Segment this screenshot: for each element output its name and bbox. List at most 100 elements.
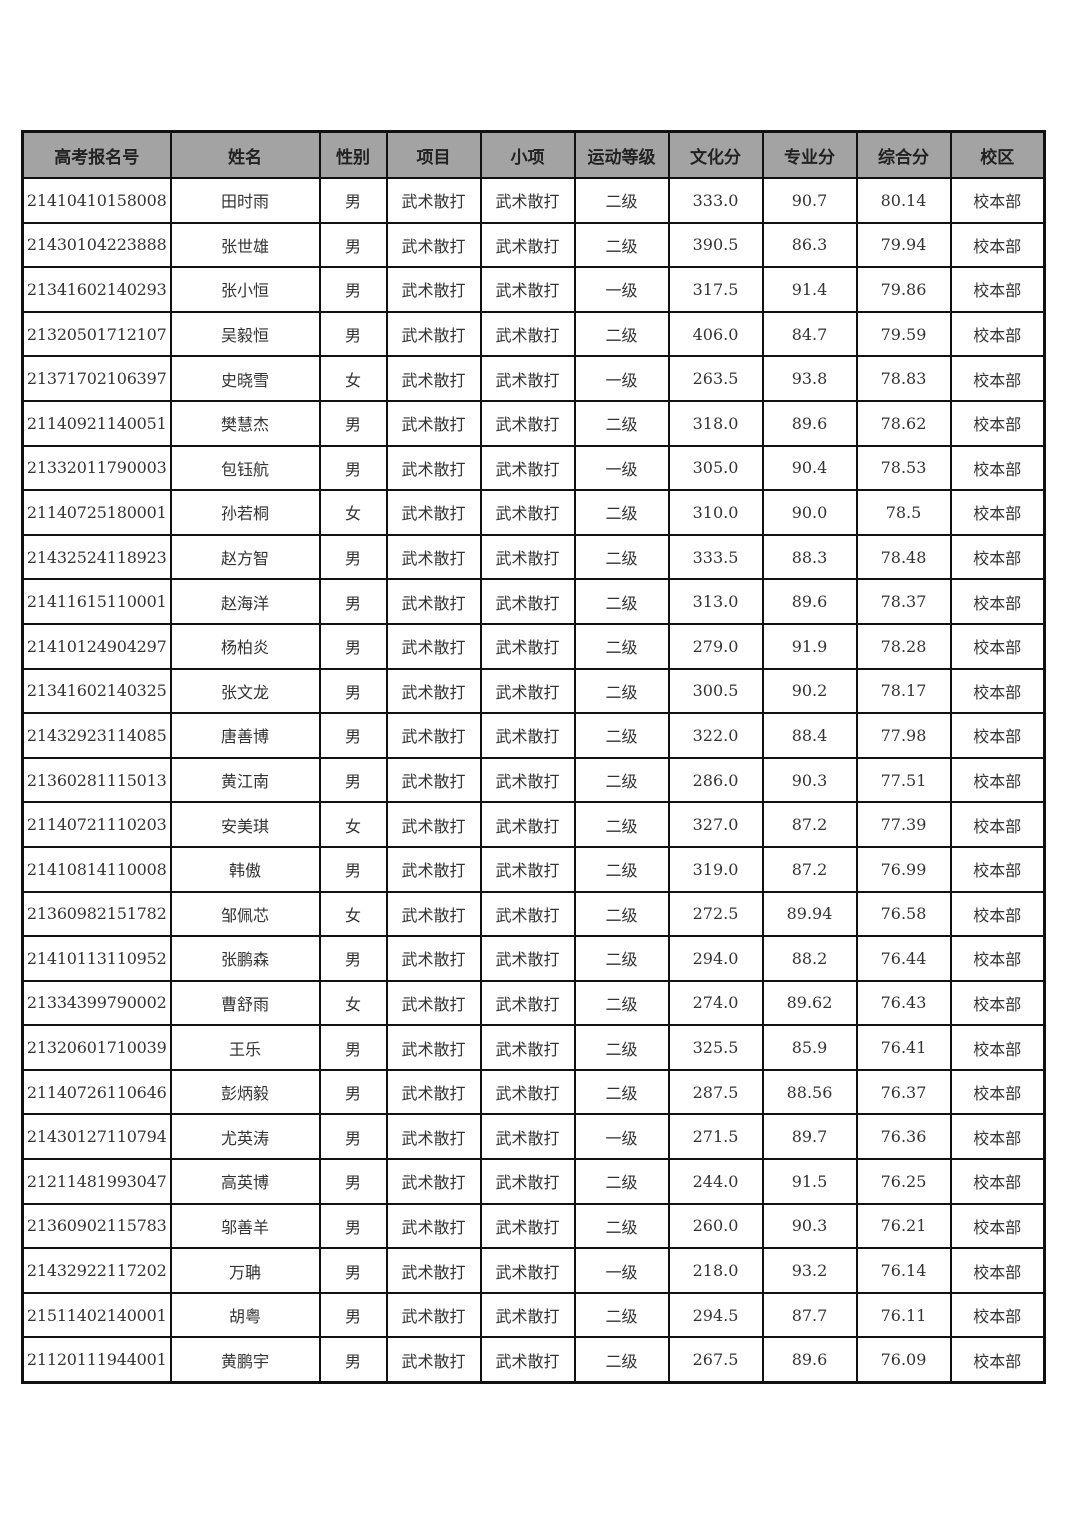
- cell-sub-event: 武术散打: [479, 1291, 576, 1339]
- cell-name: 赵方智: [169, 533, 321, 581]
- cell-skill-score: 93.8: [761, 355, 858, 402]
- cell-skill-score: 86.3: [761, 221, 858, 269]
- cell-skill-score: 90.3: [761, 756, 858, 804]
- cell-name: 彭炳毅: [169, 1068, 321, 1116]
- cell-sub-event: 武术散打: [479, 1068, 576, 1116]
- cell-exam-id: 21410113110952: [21, 935, 172, 982]
- cell-total-score: 79.86: [855, 266, 952, 313]
- cell-exam-id: 21411615110001: [21, 578, 172, 625]
- cell-sport-level: 二级: [573, 399, 670, 447]
- cell-name: 韩傲: [169, 845, 321, 893]
- cell-culture-score: 272.5: [667, 890, 764, 938]
- cell-event: 武术散打: [385, 1068, 482, 1116]
- cell-name: 樊慧杰: [169, 399, 321, 447]
- cell-exam-id: 21140725180001: [21, 489, 172, 536]
- cell-campus: 校本部: [949, 355, 1046, 402]
- cell-name: 张世雄: [169, 221, 321, 269]
- cell-skill-score: 91.5: [761, 1158, 858, 1205]
- cell-gender: 女: [318, 355, 388, 402]
- cell-sport-level: 二级: [573, 1158, 670, 1205]
- cell-culture-score: 322.0: [667, 712, 764, 759]
- cell-event: 武术散打: [385, 622, 482, 670]
- cell-total-score: 78.62: [855, 399, 952, 447]
- cell-name: 安美琪: [169, 801, 321, 848]
- cell-campus: 校本部: [949, 266, 1046, 313]
- cell-total-score: 78.17: [855, 667, 952, 715]
- cell-event: 武术散打: [385, 355, 482, 402]
- cell-name: 黄鹏宇: [169, 1336, 321, 1384]
- cell-sport-level: 二级: [573, 177, 670, 224]
- cell-culture-score: 333.5: [667, 533, 764, 581]
- header-exam-id: 高考报名号: [21, 130, 172, 179]
- cell-event: 武术散打: [385, 1113, 482, 1161]
- cell-sport-level: 二级: [573, 622, 670, 670]
- cell-exam-id: 21140921140051: [21, 399, 172, 447]
- cell-event: 武术散打: [385, 489, 482, 536]
- cell-gender: 男: [318, 578, 388, 625]
- cell-name: 赵海洋: [169, 578, 321, 625]
- cell-total-score: 76.36: [855, 1113, 952, 1161]
- cell-event: 武术散打: [385, 845, 482, 893]
- cell-skill-score: 89.6: [761, 578, 858, 625]
- cell-sub-event: 武术散打: [479, 1024, 576, 1071]
- cell-name: 田时雨: [169, 177, 321, 224]
- table-row: 21320501712107 吴毅恒男武术散打 武术散打 二级 406.0 84.7 79.…: [21, 310, 1046, 358]
- cell-total-score: 76.37: [855, 1068, 952, 1116]
- cell-exam-id: 21432524118923: [21, 533, 172, 581]
- cell-gender: 男: [318, 935, 388, 982]
- cell-total-score: 78.83: [855, 355, 952, 402]
- cell-gender: 男: [318, 399, 388, 447]
- cell-exam-id: 21360281115013: [21, 756, 172, 804]
- cell-culture-score: 319.0: [667, 845, 764, 893]
- cell-event: 武术散打: [385, 756, 482, 804]
- cell-event: 武术散打: [385, 890, 482, 938]
- cell-sub-event: 武术散打: [479, 845, 576, 893]
- cell-exam-id: 21140726110646: [21, 1068, 172, 1116]
- cell-gender: 男: [318, 266, 388, 313]
- cell-culture-score: 313.0: [667, 578, 764, 625]
- table-row: 21341602140325 张文龙男武术散打 武术散打 二级 300.5 90.2 78.…: [21, 667, 1046, 715]
- header-gender: 性别: [318, 130, 388, 179]
- cell-exam-id: 21432922117202: [21, 1247, 172, 1294]
- cell-total-score: 76.43: [855, 979, 952, 1027]
- cell-skill-score: 87.2: [761, 801, 858, 848]
- table-row: 21410113110952 张鹏森男武术散打 武术散打 二级 294.0 88.2 76.…: [21, 935, 1046, 982]
- table-row: 21334399790002 曹舒雨女武术散打 武术散打 二级 274.0 89.62 76…: [21, 979, 1046, 1027]
- cell-name: 孙若桐: [169, 489, 321, 536]
- cell-event: 武术散打: [385, 578, 482, 625]
- cell-event: 武术散打: [385, 266, 482, 313]
- cell-gender: 男: [318, 1336, 388, 1384]
- cell-culture-score: 294.0: [667, 935, 764, 982]
- cell-name: 吴毅恒: [169, 310, 321, 358]
- cell-name: 曹舒雨: [169, 979, 321, 1027]
- cell-exam-id: 21211481993047: [21, 1158, 172, 1205]
- cell-campus: 校本部: [949, 1068, 1046, 1116]
- cell-skill-score: 90.4: [761, 444, 858, 492]
- table-row: 21360982151782 邹佩芯女武术散打 武术散打 二级 272.5 89.94 76…: [21, 890, 1046, 938]
- cell-skill-score: 89.62: [761, 979, 858, 1027]
- cell-exam-id: 21332011790003: [21, 444, 172, 492]
- cell-total-score: 76.11: [855, 1291, 952, 1339]
- cell-culture-score: 317.5: [667, 266, 764, 313]
- cell-total-score: 77.98: [855, 712, 952, 759]
- cell-gender: 男: [318, 221, 388, 269]
- cell-event: 武术散打: [385, 444, 482, 492]
- cell-name: 高英博: [169, 1158, 321, 1205]
- cell-culture-score: 267.5: [667, 1336, 764, 1384]
- cell-name: 唐善博: [169, 712, 321, 759]
- cell-name: 邹佩芯: [169, 890, 321, 938]
- cell-campus: 校本部: [949, 979, 1046, 1027]
- cell-gender: 男: [318, 845, 388, 893]
- cell-skill-score: 89.94: [761, 890, 858, 938]
- cell-culture-score: 279.0: [667, 622, 764, 670]
- cell-campus: 校本部: [949, 1336, 1046, 1384]
- cell-sub-event: 武术散打: [479, 890, 576, 938]
- cell-event: 武术散打: [385, 533, 482, 581]
- cell-culture-score: 271.5: [667, 1113, 764, 1161]
- table-row: 21511402140001 胡粤男武术散打 武术散打 二级 294.5 87.7 76.1…: [21, 1291, 1046, 1339]
- cell-total-score: 79.94: [855, 221, 952, 269]
- cell-sport-level: 二级: [573, 221, 670, 269]
- cell-exam-id: 21360902115783: [21, 1202, 172, 1250]
- cell-exam-id: 21410410158008: [21, 177, 172, 224]
- cell-campus: 校本部: [949, 756, 1046, 804]
